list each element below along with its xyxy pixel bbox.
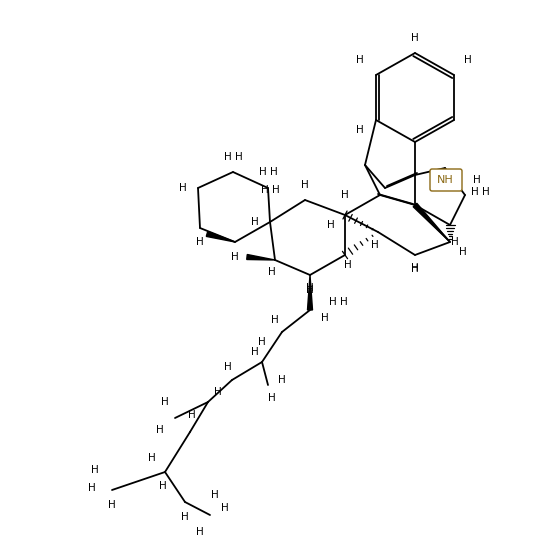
Text: H: H bbox=[196, 527, 204, 537]
Text: NH: NH bbox=[436, 175, 453, 185]
Text: H: H bbox=[371, 240, 379, 250]
Text: H: H bbox=[411, 263, 419, 273]
Text: H: H bbox=[278, 375, 286, 385]
Text: H: H bbox=[196, 237, 204, 247]
Polygon shape bbox=[413, 204, 450, 242]
Text: H: H bbox=[268, 393, 276, 403]
Text: H H: H H bbox=[259, 167, 277, 177]
Text: H: H bbox=[181, 512, 189, 522]
FancyBboxPatch shape bbox=[430, 169, 462, 191]
Text: H: H bbox=[459, 247, 467, 257]
Text: H: H bbox=[231, 252, 239, 262]
Text: H: H bbox=[91, 465, 99, 475]
Text: H: H bbox=[306, 285, 314, 295]
Text: H: H bbox=[211, 490, 219, 500]
Text: H: H bbox=[88, 483, 96, 493]
Text: H H: H H bbox=[261, 185, 279, 195]
Text: H: H bbox=[306, 283, 314, 293]
Text: H: H bbox=[108, 500, 116, 510]
Text: H: H bbox=[356, 55, 364, 65]
Text: H: H bbox=[156, 425, 164, 435]
Polygon shape bbox=[247, 255, 275, 260]
Text: H: H bbox=[258, 337, 266, 347]
Text: H: H bbox=[464, 55, 472, 65]
Text: H: H bbox=[188, 410, 196, 420]
Text: H: H bbox=[159, 481, 167, 491]
Text: H: H bbox=[224, 362, 232, 372]
Text: H: H bbox=[214, 387, 222, 397]
Text: H: H bbox=[473, 175, 481, 185]
Text: H: H bbox=[161, 397, 169, 407]
Text: H: H bbox=[179, 183, 187, 193]
Text: H: H bbox=[411, 33, 419, 43]
Text: H: H bbox=[341, 190, 349, 200]
Text: H: H bbox=[344, 260, 352, 270]
Polygon shape bbox=[206, 232, 235, 242]
Text: H H: H H bbox=[470, 187, 489, 197]
Text: H: H bbox=[327, 220, 335, 230]
Text: H: H bbox=[356, 125, 364, 135]
Text: H: H bbox=[268, 267, 276, 277]
Polygon shape bbox=[307, 275, 312, 310]
Text: H: H bbox=[251, 347, 259, 357]
Text: H H: H H bbox=[329, 297, 348, 307]
Text: H: H bbox=[411, 264, 419, 274]
Text: H: H bbox=[321, 313, 329, 323]
Text: H: H bbox=[301, 180, 309, 190]
Text: H H: H H bbox=[223, 152, 242, 162]
Text: H: H bbox=[271, 315, 279, 325]
Text: H: H bbox=[451, 237, 459, 247]
Text: H: H bbox=[251, 217, 259, 227]
Text: H: H bbox=[148, 453, 156, 463]
Text: H: H bbox=[221, 503, 229, 513]
